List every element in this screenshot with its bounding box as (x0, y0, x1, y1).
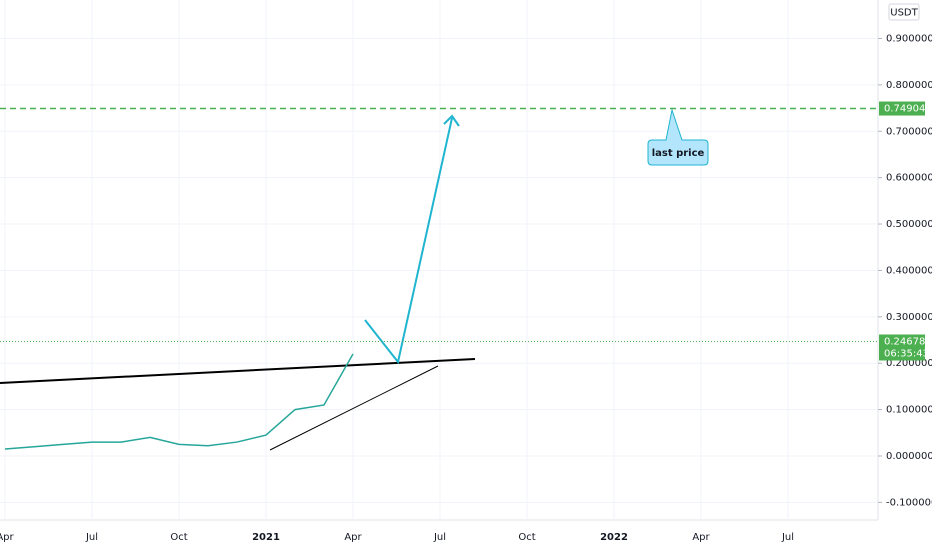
y-tick-label: 0.200000 (886, 358, 932, 369)
x-tick-label: Jul (433, 532, 446, 543)
last-price-box (879, 334, 925, 361)
price-line (4, 353, 354, 450)
last-price-label: 0.246788 (884, 337, 932, 348)
y-tick-label: 0.100000 (886, 405, 932, 416)
currency: USDT (890, 8, 918, 19)
projection-arrow (364, 117, 453, 365)
x-tick-label: Apr (692, 532, 710, 543)
y-tick-label: 0.400000 (886, 265, 932, 276)
x-tick-label: Jul (781, 532, 794, 543)
x-tick-label: Apr (344, 532, 362, 543)
y-tick-label: 0.700000 (886, 126, 932, 137)
x-tick-label: Apr (0, 532, 15, 543)
x-tick-label: Oct (170, 532, 187, 543)
x-tick-label: 2021 (252, 532, 280, 543)
target-label: 0.749040 (884, 104, 932, 115)
countdown: 06:35:43 (884, 349, 929, 360)
y-tick-label: 0.800000 (886, 80, 932, 91)
y-tick-label: 0.000000 (886, 451, 932, 462)
x-tick-label: Oct (518, 532, 535, 543)
x-tick-label: Jul (85, 532, 98, 543)
y-tick-label: 0.900000 (886, 34, 932, 45)
y-tick-label: -0.100000 (886, 497, 932, 508)
y-tick-label: 0.600000 (886, 173, 932, 184)
x-tick-label: 2022 (600, 532, 628, 543)
currency-box (888, 3, 920, 21)
target-box (879, 101, 925, 116)
support-line (269, 365, 439, 451)
trend-line (0, 358, 476, 384)
callout (647, 108, 709, 166)
annotation: last price (652, 148, 705, 159)
y-tick-label: 0.500000 (886, 219, 932, 230)
arrow-head (443, 114, 460, 127)
y-tick-label: 0.300000 (886, 312, 932, 323)
